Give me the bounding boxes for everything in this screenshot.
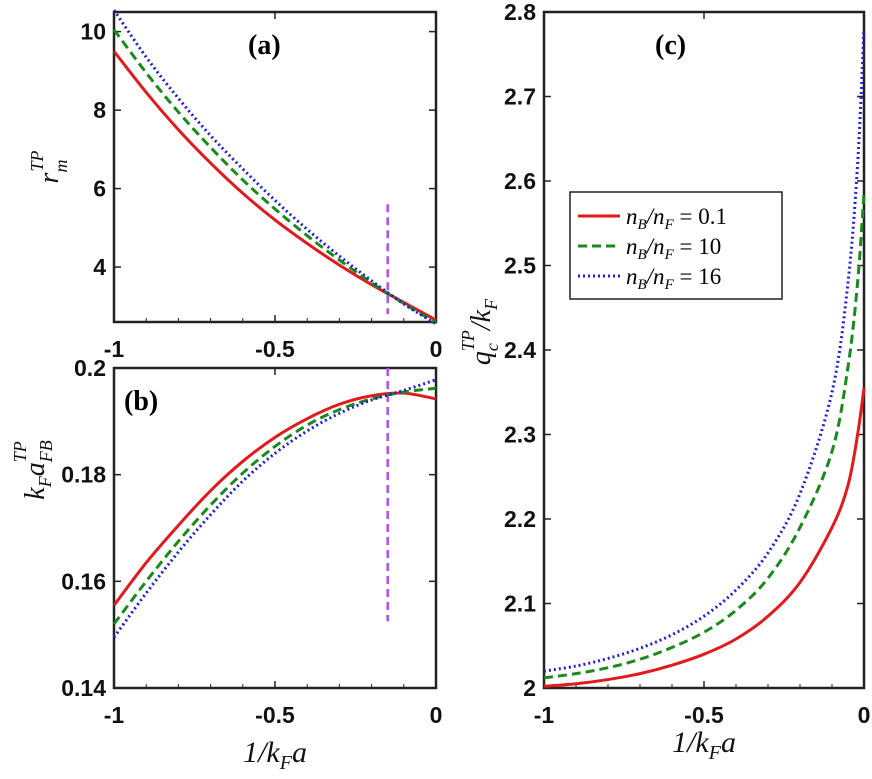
panel-a-ylabel: rmTP [27, 151, 71, 184]
legend: nB/nF = 0.1 nB/nF = 10 nB/nF = 16 [569, 191, 783, 300]
xtick-label: -0.5 [255, 336, 295, 362]
series-line-2 [543, 28, 866, 673]
series-line-1 [543, 193, 866, 680]
panel-a-label: (a) [248, 30, 281, 61]
panel-b-label: (b) [124, 386, 158, 417]
xtick-label: 0 [430, 336, 443, 362]
ytick-label: 0.16 [61, 568, 106, 594]
panel-a-plot: 4 6 8 10 -1 -0.5 0 [80, 9, 443, 362]
series-line-2 [112, 378, 437, 639]
ytick-label: 2 [523, 675, 536, 701]
ytick-label: 2.8 [504, 0, 536, 25]
ytick-label: 2.5 [504, 253, 536, 279]
xtick-label: 0 [430, 702, 443, 728]
ytick-label: 2.2 [504, 506, 536, 532]
xtick-label: -1 [104, 702, 125, 728]
panel-b-ylabel: kFaFBTP [10, 440, 56, 499]
panel-b-xlabel: 1/kFa [243, 736, 307, 774]
xtick-label: 0 [858, 702, 871, 728]
series-line-0 [112, 391, 437, 607]
panel-c-label: (c) [655, 30, 686, 61]
xtick-label: -0.5 [684, 702, 724, 728]
ytick-label: 6 [93, 176, 106, 202]
panel-c-ylabel: qcTP/kF [458, 298, 502, 365]
ytick-label: 2.6 [504, 168, 536, 194]
ytick-label: 4 [93, 254, 106, 280]
ytick-label: 0.14 [61, 675, 106, 701]
ytick-label: 0.2 [74, 355, 106, 381]
legend-box [569, 191, 783, 300]
xtick-label: -0.5 [255, 702, 295, 728]
legend-label-0: nB/nF = 0.1 [626, 204, 727, 233]
ytick-label: 2.4 [504, 337, 536, 363]
panel-c-xlabel: 1/kFa [672, 726, 736, 764]
xtick-label: -1 [104, 336, 125, 362]
panel-c-frame [542, 10, 866, 690]
series-line-1 [112, 28, 437, 325]
series-line-0 [112, 50, 437, 322]
ytick-label: 10 [80, 19, 106, 45]
series-line-0 [543, 387, 866, 688]
ytick-label: 0.18 [61, 462, 106, 488]
ytick-label: 8 [93, 97, 106, 123]
xtick-label: -1 [534, 702, 555, 728]
panel-c-plot: 2 2.1 2.2 2.3 2.4 2.5 2.6 2.7 2.8 -1 -0.5 0 [504, 0, 870, 728]
panel-b-plot: 0.14 0.16 0.18 0.2 -1 -0.5 0 [61, 355, 442, 728]
ytick-label: 2.3 [504, 422, 536, 448]
legend-label-1: nB/nF = 10 [626, 234, 721, 263]
ytick-label: 2.1 [504, 591, 536, 617]
legend-label-2: nB/nF = 16 [626, 264, 721, 293]
ytick-label: 2.7 [504, 84, 536, 110]
